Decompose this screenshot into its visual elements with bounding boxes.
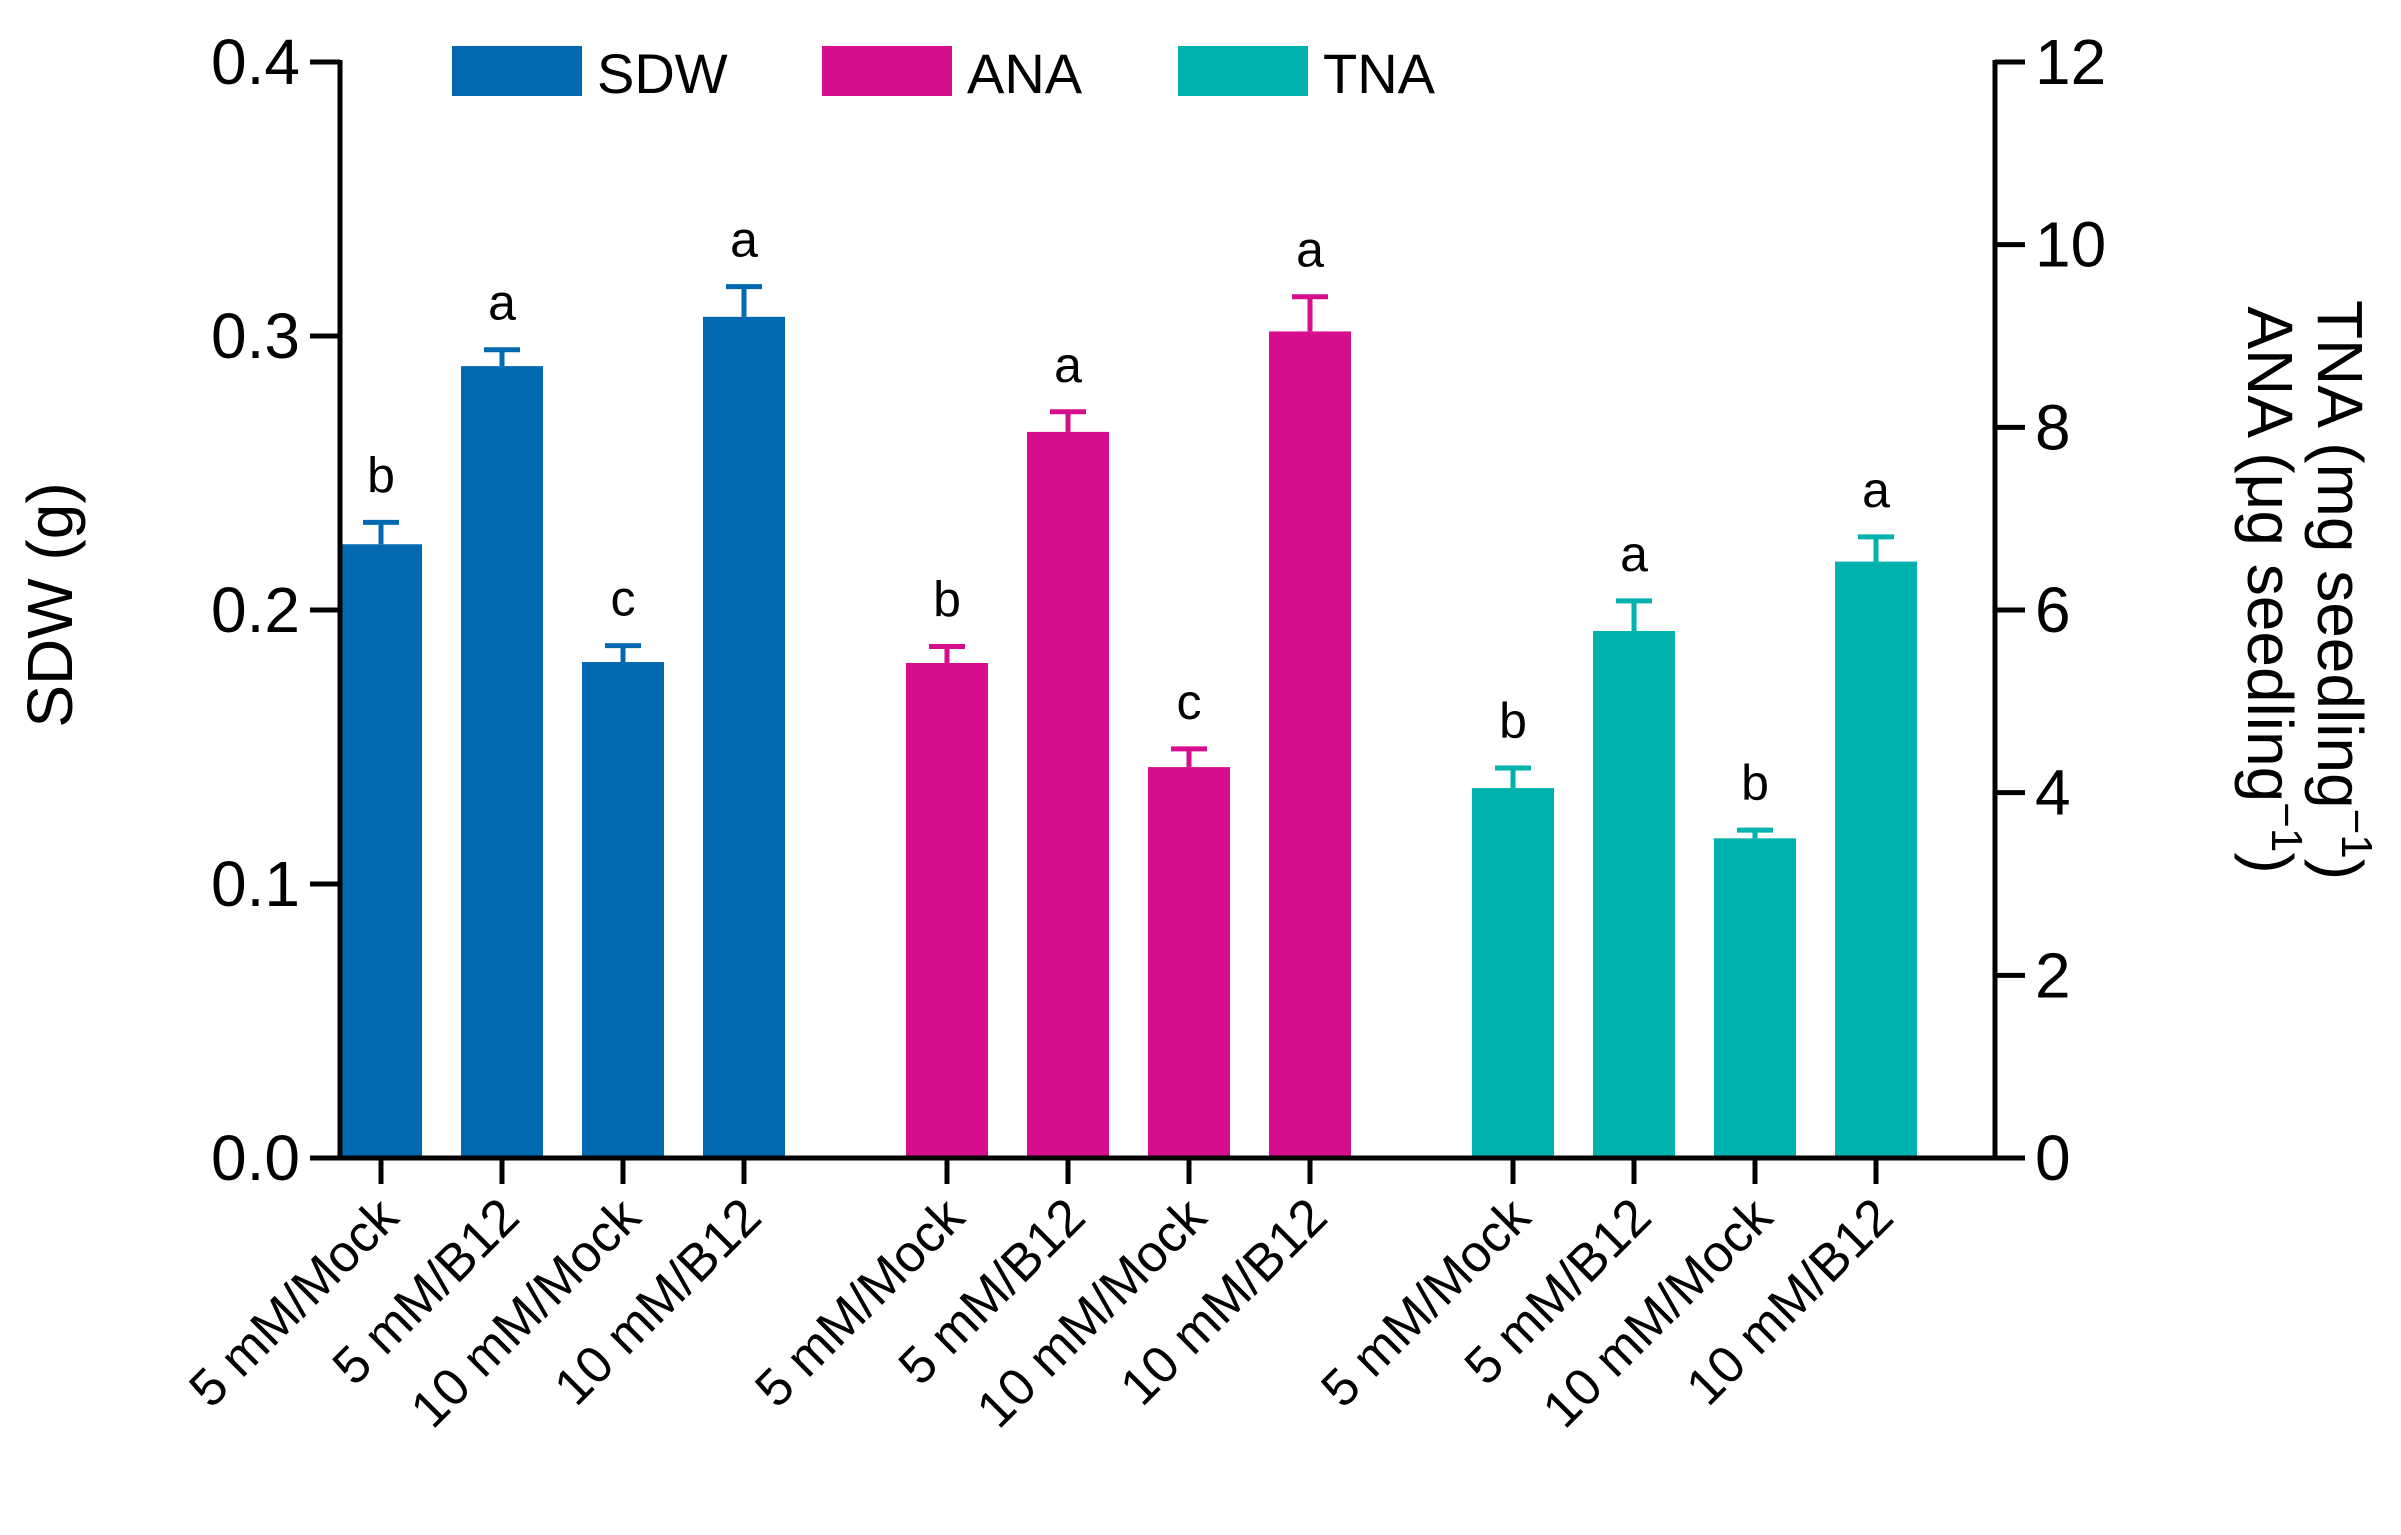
right-tick-label: 10 — [2035, 209, 2106, 281]
sig-letter-sdw-3: c — [611, 571, 636, 627]
right-tick-label: 12 — [2035, 26, 2106, 98]
sig-letter-sdw-2: a — [488, 275, 516, 331]
bar-sdw-1 — [340, 544, 422, 1158]
bars — [340, 316, 1917, 1158]
legend-swatch-ana — [822, 46, 952, 96]
right-tick-label: 8 — [2035, 391, 2071, 463]
left-tick-label: 0.2 — [211, 574, 300, 646]
bar-sdw-2 — [461, 366, 543, 1158]
left-tick-label: 0.4 — [211, 26, 300, 98]
left-tick-label: 0.3 — [211, 300, 300, 372]
right-tick-label: 2 — [2035, 939, 2071, 1011]
sig-letter-sdw-1: b — [367, 447, 395, 503]
bar-ana-3 — [1148, 767, 1230, 1158]
sig-letter-ana-4: a — [1296, 222, 1324, 278]
right-tick-label: 0 — [2035, 1122, 2071, 1194]
bar-sdw-3 — [582, 662, 664, 1158]
left-tick-label: 0.1 — [211, 848, 300, 920]
bar-ana-4 — [1269, 331, 1351, 1158]
left-axis-title: SDW (g) — [14, 482, 86, 727]
legend-label-sdw: SDW — [597, 42, 728, 105]
legend: SDW ANA TNA — [452, 42, 1436, 105]
legend-label-tna: TNA — [1323, 42, 1436, 105]
right-y-axis: 0 2 4 6 8 10 12 — [1992, 26, 2106, 1194]
sig-letter-tna-4: a — [1862, 462, 1890, 518]
legend-swatch-tna — [1178, 46, 1308, 96]
sig-letter-tna-2: a — [1620, 526, 1648, 582]
sig-letter-tna-1: b — [1499, 693, 1527, 749]
right-axis-title-line1: TNA (mg seedling−1) — [2304, 300, 2381, 880]
bar-sdw-4 — [703, 316, 785, 1158]
legend-swatch-sdw — [452, 46, 582, 96]
bar-tna-2 — [1593, 631, 1675, 1158]
error-bars — [363, 284, 1894, 839]
right-tick-label: 6 — [2035, 574, 2071, 646]
bar-ana-2 — [1027, 431, 1109, 1158]
sig-letter-ana-3: c — [1177, 674, 1202, 730]
bar-tna-4 — [1835, 561, 1917, 1158]
left-tick-label: 0.0 — [211, 1122, 300, 1194]
legend-label-ana: ANA — [967, 42, 1083, 105]
sig-letter-sdw-4: a — [730, 212, 758, 268]
right-tick-label: 4 — [2035, 757, 2071, 829]
sig-letter-ana-2: a — [1054, 337, 1082, 393]
bar-tna-1 — [1472, 788, 1554, 1158]
significance-letters: b a c a b a c a b a b a — [367, 212, 1890, 811]
bar-ana-1 — [906, 662, 988, 1158]
sig-letter-tna-3: b — [1741, 755, 1769, 811]
right-axis-title-line2: ANA (μg seedling−1) — [2234, 306, 2311, 873]
bar-tna-3 — [1714, 838, 1796, 1158]
left-y-axis: 0.0 0.1 0.2 0.3 0.4 — [211, 26, 343, 1194]
sig-letter-ana-1: b — [933, 572, 961, 628]
